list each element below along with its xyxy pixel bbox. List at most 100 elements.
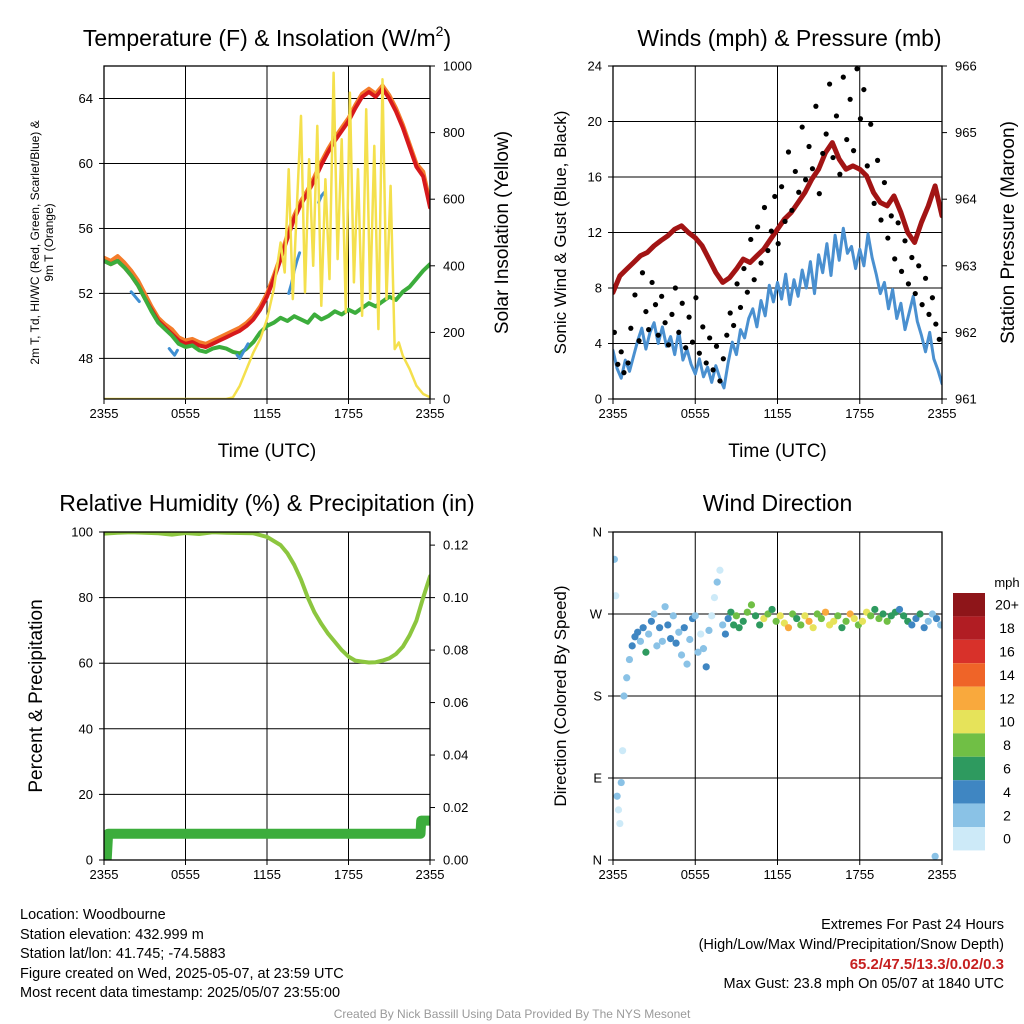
y-tick-label: 0: [86, 853, 93, 868]
direction-point: [931, 852, 939, 860]
direction-point: [636, 637, 645, 645]
y2-tick-label: 0: [443, 392, 450, 407]
y2-tick-label: 0.02: [443, 800, 468, 815]
y2-tick-label: 800: [443, 125, 465, 140]
direction-point: [739, 617, 747, 625]
gust-point: [830, 154, 836, 161]
x-tick-label: 0555: [681, 406, 710, 421]
direction-point: [732, 612, 740, 620]
colorbar-label: 8: [1003, 737, 1011, 753]
gust-point: [672, 285, 678, 291]
direction-point: [724, 614, 732, 623]
y-tick-label: 60: [79, 656, 93, 671]
x-tick-label: 0555: [171, 867, 200, 882]
x-tick-label: 1755: [845, 406, 874, 421]
x-tick-label: 2355: [928, 867, 957, 882]
gust-point: [665, 342, 672, 348]
direction-point: [672, 639, 680, 647]
gust-point: [909, 254, 915, 261]
y-tick-label: E: [593, 771, 602, 786]
gust-point: [820, 150, 826, 157]
gust-point: [618, 349, 624, 355]
gust-point: [782, 218, 788, 224]
gust-point: [902, 238, 908, 244]
colorbar-unit: mph: [994, 575, 1019, 590]
gust-point: [775, 241, 781, 247]
direction-point: [858, 617, 867, 625]
direction-point: [793, 614, 801, 623]
gust-point: [710, 367, 716, 373]
colorbar-label: 18: [999, 620, 1015, 636]
gust-point: [922, 275, 929, 281]
colorbar-swatch: [953, 803, 985, 827]
gust-point: [655, 332, 661, 338]
gust-point: [717, 378, 723, 384]
y2-tick-label: 0.10: [443, 590, 468, 605]
colorbar-label: 14: [999, 667, 1015, 683]
y-tick-label: 4: [595, 336, 602, 351]
gust-point: [854, 66, 860, 72]
y-axis-label-line1: 2m T, Td, HI/WC (Red, Green, Scarlet/Blu…: [28, 120, 42, 364]
y-tick-label: 100: [71, 525, 93, 540]
chart-title: Temperature (F) & Insolation (W/m2): [83, 23, 451, 51]
gust-point: [686, 314, 692, 320]
direction-point: [656, 624, 664, 632]
precipitation-line: [104, 815, 430, 860]
y-tick-label: N: [593, 853, 602, 868]
gust-point: [885, 235, 891, 241]
x-tick-label: 2355: [599, 406, 628, 421]
gust-point: [713, 343, 720, 349]
x-tick-label: 0555: [171, 406, 200, 421]
x-tick-label: 1755: [845, 867, 874, 882]
gust-point: [871, 200, 877, 206]
chart-data-layer: [104, 71, 430, 399]
gust-point: [792, 168, 798, 175]
location-text: Location: Woodbourne: [20, 907, 166, 923]
direction-point: [850, 614, 858, 623]
direction-point: [642, 648, 650, 656]
y2-tick-label: 963: [955, 258, 977, 273]
direction-point: [680, 624, 688, 632]
direction-point: [908, 621, 916, 629]
gust-point: [751, 277, 757, 283]
gust-point: [639, 270, 646, 276]
chart-panel-3: 2355 0555 1155 1755 23550204060801000.000.02…: [26, 490, 475, 882]
chart-grid: [613, 532, 942, 860]
gust-point: [768, 228, 774, 234]
gust-point: [806, 143, 812, 150]
gust-point: [720, 356, 726, 362]
gust-point: [724, 332, 730, 338]
direction-point: [702, 663, 710, 671]
chart-title: Wind Direction: [703, 490, 853, 516]
direction-point: [658, 637, 666, 645]
direction-point: [650, 610, 658, 618]
direction-point: [879, 610, 887, 618]
y2-tick-label: 0.12: [443, 538, 468, 553]
chart-data-layer: [104, 532, 430, 860]
gust-point: [919, 302, 925, 308]
gust-point: [796, 189, 802, 195]
gust-point: [679, 300, 685, 306]
hi-wc-line: [129, 191, 326, 360]
y2-axis-label: Station Pressure (Maroon): [998, 121, 1019, 344]
y-axis-label: Direction (Colored By Speed): [551, 585, 570, 806]
gust-point: [936, 336, 942, 342]
y-tick-label: 20: [79, 787, 93, 802]
colorbar-label: 12: [999, 690, 1015, 706]
y2-tick-label: 400: [443, 258, 465, 273]
x-tick-label: 1755: [334, 406, 363, 421]
direction-point: [937, 621, 942, 629]
direction-point: [699, 645, 708, 653]
direction-point: [694, 648, 702, 656]
x-tick-label: 1155: [764, 406, 792, 421]
direction-point: [883, 617, 891, 625]
direction-point: [719, 621, 727, 629]
colorbar-label: 4: [1003, 784, 1011, 800]
y2-tick-label: 0.06: [443, 695, 468, 710]
x-tick-label: 1155: [764, 867, 792, 882]
extremes-values: 65.2/47.5/13.3/0.02/0.3: [849, 956, 1004, 974]
colorbar-swatch: [953, 827, 985, 851]
direction-point: [628, 642, 636, 650]
direction-point: [661, 603, 669, 611]
direction-points: [613, 555, 942, 860]
